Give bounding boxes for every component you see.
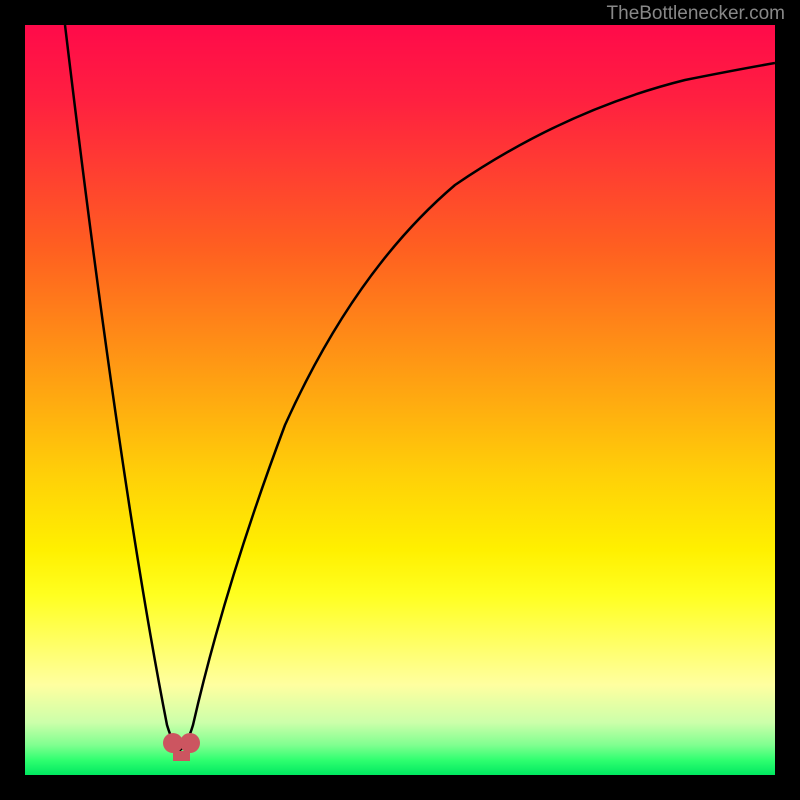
bottleneck-curve [25,25,775,775]
curve-path [65,25,775,750]
watermark-text: TheBottlenecker.com [607,3,785,25]
plot-area [25,25,775,775]
marker-dot [180,733,200,753]
min-markers [163,733,200,761]
marker-connector [173,751,190,761]
